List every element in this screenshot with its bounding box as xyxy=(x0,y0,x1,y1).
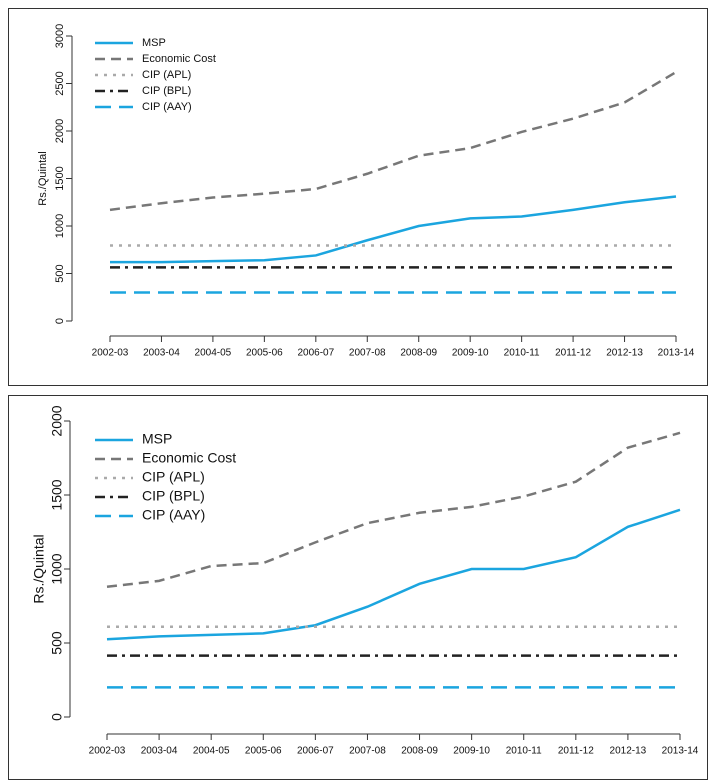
y-tick-label: 500 xyxy=(49,631,65,655)
legend-label: MSP xyxy=(142,431,172,447)
y-tick-label: 2500 xyxy=(54,71,66,95)
y-tick-label: 1500 xyxy=(49,479,65,510)
x-tick-label: 2002-03 xyxy=(89,746,126,757)
legend-label: CIP (BPL) xyxy=(142,488,205,504)
x-tick-label: 2009-10 xyxy=(452,348,489,359)
legend-label: MSP xyxy=(142,37,166,49)
y-tick-label: 1000 xyxy=(49,553,65,584)
y-tick-label: 2000 xyxy=(54,119,66,143)
legend-label: Economic Cost xyxy=(142,450,236,466)
y-axis-label: Rs./Quintal xyxy=(31,534,47,603)
x-tick-label: 2002-03 xyxy=(92,348,129,359)
series-line xyxy=(110,195,677,264)
y-axis-label: Rs./Quintal xyxy=(37,151,49,205)
x-tick-label: 2004-05 xyxy=(193,746,230,757)
x-tick-label: 2012-13 xyxy=(606,348,643,359)
x-tick-label: 2008-09 xyxy=(401,746,438,757)
legend-label: CIP (APL) xyxy=(142,69,191,81)
series-line xyxy=(106,508,681,641)
x-tick-label: 2011-12 xyxy=(555,348,591,359)
chart-frame xyxy=(8,395,708,780)
legend-label: Economic Cost xyxy=(142,53,216,65)
legend-label: CIP (AAY) xyxy=(142,101,192,113)
x-tick-label: 2005-06 xyxy=(246,348,283,359)
x-tick-label: 2007-08 xyxy=(349,746,386,757)
x-tick-label: 2010-11 xyxy=(504,348,540,359)
y-tick-label: 2000 xyxy=(49,405,65,436)
series-line xyxy=(109,71,677,212)
x-tick-label: 2010-11 xyxy=(506,746,542,757)
y-tick-label: 500 xyxy=(54,264,66,282)
x-tick-label: 2006-07 xyxy=(297,348,334,359)
y-tick-label: 0 xyxy=(49,713,65,721)
x-tick-label: 2003-04 xyxy=(141,746,178,757)
y-tick-label: 1000 xyxy=(54,214,66,238)
x-tick-label: 2005-06 xyxy=(245,746,282,757)
y-tick-label: 0 xyxy=(54,318,66,324)
y-tick-label: 3000 xyxy=(54,24,66,48)
chart: 0 500 1000 1500 2000 Rs./Quintal 2002-03 2003-0… xyxy=(8,395,708,780)
x-tick-label: 2006-07 xyxy=(297,746,334,757)
x-tick-label: 2004-05 xyxy=(195,348,232,359)
chart-frame xyxy=(8,8,708,386)
x-tick-label: 2013-14 xyxy=(658,348,695,359)
x-tick-label: 2009-10 xyxy=(453,746,490,757)
legend-label: CIP (APL) xyxy=(142,469,205,485)
x-tick-label: 2013-14 xyxy=(662,746,699,757)
legend-label: CIP (AAY) xyxy=(142,507,205,523)
x-tick-label: 2003-04 xyxy=(143,348,180,359)
series-line xyxy=(106,431,681,589)
x-tick-label: 2008-09 xyxy=(400,348,437,359)
legend-label: CIP (BPL) xyxy=(142,85,191,97)
x-tick-label: 2012-13 xyxy=(610,746,647,757)
chart: 0 500 1000 1500 2000 2500 3000 Rs./Quintal 2002-… xyxy=(8,8,708,386)
y-tick-label: 1500 xyxy=(54,166,66,190)
x-tick-label: 2011-12 xyxy=(558,746,594,757)
x-tick-label: 2007-08 xyxy=(349,348,386,359)
